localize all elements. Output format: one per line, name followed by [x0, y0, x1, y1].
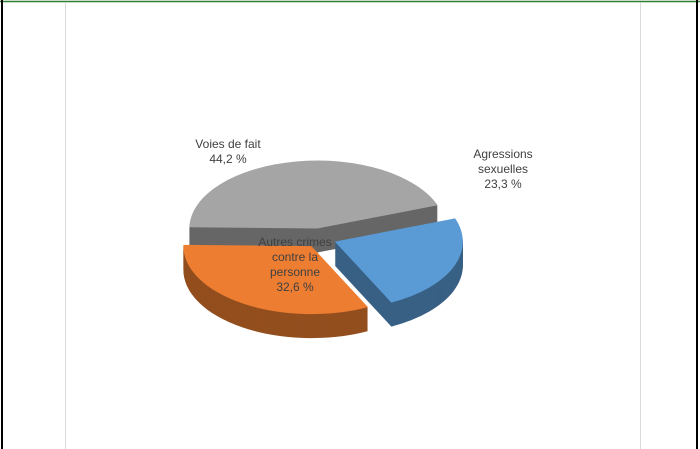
category-label: Voies de fait [195, 137, 261, 151]
slice [189, 160, 438, 229]
value-label: 32,6 % [276, 280, 314, 294]
slice [334, 218, 463, 303]
value-label: 44,2 % [209, 152, 247, 166]
category-label: Agressions sexuelles [473, 147, 532, 176]
value-label: 23,3 % [484, 177, 522, 191]
category-label: Autres crimes contre la personne [258, 235, 331, 279]
slice [183, 244, 368, 315]
